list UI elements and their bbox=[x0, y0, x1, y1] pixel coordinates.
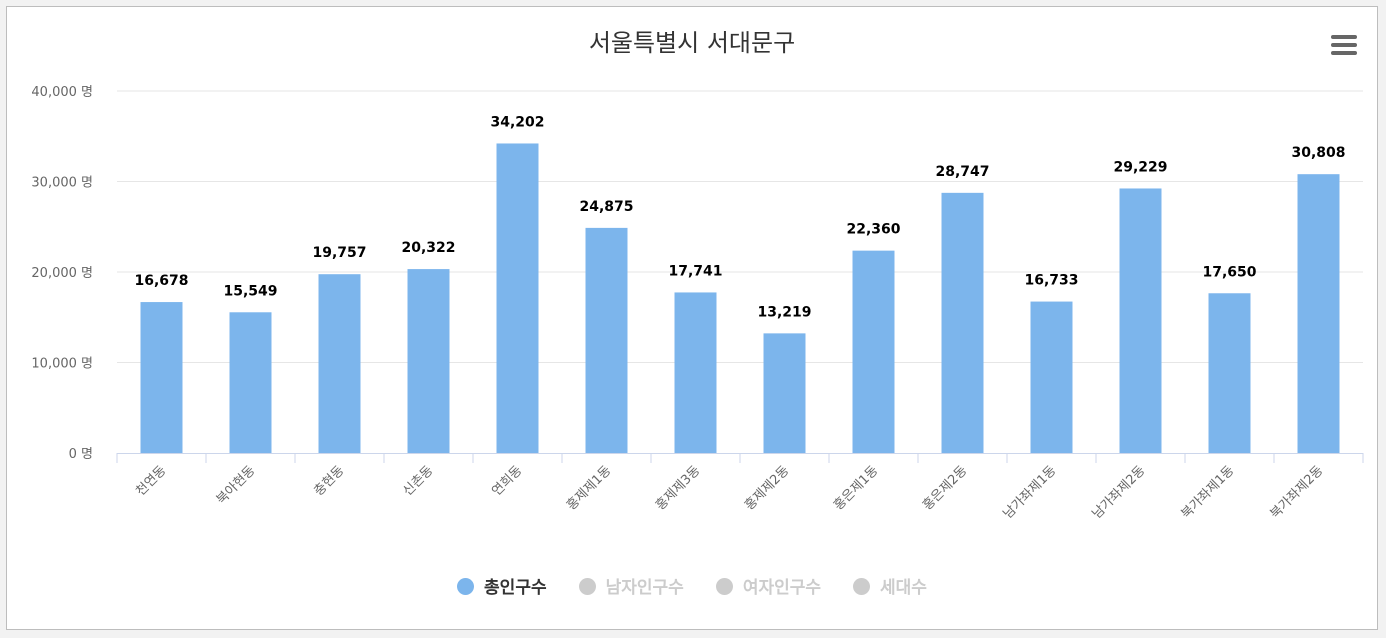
legend-marker-icon bbox=[715, 578, 733, 595]
bar[interactable] bbox=[140, 302, 183, 453]
data-label: 34,202 bbox=[490, 114, 544, 130]
chart-plot-area: 0 명 10,000 명 20,000 명 30,000 명 40,000 명 16,6… bbox=[31, 85, 1364, 522]
bar[interactable] bbox=[763, 333, 806, 453]
bars bbox=[140, 143, 1340, 454]
menu-line bbox=[1331, 35, 1357, 39]
bar[interactable] bbox=[1030, 301, 1073, 453]
bar[interactable] bbox=[1119, 188, 1162, 454]
bar[interactable] bbox=[407, 269, 450, 453]
data-label: 16,678 bbox=[134, 273, 188, 289]
data-label: 17,741 bbox=[668, 263, 722, 279]
data-label: 28,747 bbox=[935, 164, 989, 180]
legend-item[interactable]: 여자인구수 bbox=[715, 573, 822, 598]
y-tick-label: 20,000 명 bbox=[31, 266, 93, 281]
data-label: 30,808 bbox=[1291, 145, 1345, 161]
x-tick-label: 북가좌제2동 bbox=[1268, 463, 1327, 522]
data-label: 24,875 bbox=[579, 199, 633, 215]
grid-lines bbox=[117, 90, 1363, 363]
legend: 총인구수 남자인구수 여자인구수 세대수 bbox=[7, 573, 1377, 598]
legend-label: 총인구수 bbox=[484, 578, 547, 598]
y-tick-label: 40,000 명 bbox=[31, 85, 93, 100]
x-axis: 천연동 북아현동 충현동 신촌동 연희동 홍제제1동 홍제제3동 홍제제2동 홍은제1동 홍은제2… bbox=[116, 453, 1364, 522]
bar[interactable] bbox=[496, 143, 539, 453]
chart-container: 서울특별시 서대문구 0 명 10,000 명 20,000 명 30,000 명 40… bbox=[6, 6, 1378, 630]
bar[interactable] bbox=[941, 192, 984, 453]
y-axis-ticks: 0 명 10,000 명 20,000 명 30,000 명 40,000 명 bbox=[31, 85, 93, 462]
bar[interactable] bbox=[852, 250, 895, 453]
x-tick-label: 남가좌제2동 bbox=[1090, 463, 1149, 522]
data-label: 16,733 bbox=[1024, 273, 1078, 289]
data-labels: 16,678 15,549 19,757 20,322 34,202 24,875 17,7… bbox=[134, 114, 1345, 320]
x-tick-label: 남가좌제1동 bbox=[1001, 463, 1060, 522]
legend-marker-icon bbox=[578, 578, 596, 595]
legend-label: 세대수 bbox=[880, 578, 927, 598]
data-label: 15,549 bbox=[223, 283, 277, 299]
x-tick-label: 북가좌제1동 bbox=[1179, 463, 1238, 522]
data-label: 22,360 bbox=[846, 222, 900, 238]
x-tick-label: 신촌동 bbox=[400, 463, 436, 499]
x-tick-label: 충현동 bbox=[311, 463, 347, 499]
bar[interactable] bbox=[674, 292, 717, 453]
y-tick-label: 0 명 bbox=[69, 447, 93, 462]
data-label: 13,219 bbox=[757, 304, 811, 320]
x-tick-label: 북아현동 bbox=[214, 463, 258, 507]
legend-item[interactable]: 남자인구수 bbox=[578, 573, 684, 598]
x-tick-label: 연희동 bbox=[489, 463, 525, 499]
bar[interactable] bbox=[1297, 174, 1340, 453]
data-label: 20,322 bbox=[401, 240, 455, 256]
bar[interactable] bbox=[229, 312, 272, 453]
legend-item[interactable]: 세대수 bbox=[853, 573, 927, 598]
x-tick-label: 홍제제2동 bbox=[742, 463, 792, 513]
hamburger-menu-icon[interactable] bbox=[1331, 35, 1357, 57]
x-tick-label: 홍제제3동 bbox=[653, 463, 703, 513]
x-tick-label: 홍은제1동 bbox=[831, 463, 881, 513]
legend-label: 남자인구수 bbox=[605, 578, 684, 598]
data-label: 29,229 bbox=[1113, 159, 1167, 175]
bar[interactable] bbox=[585, 227, 628, 453]
y-tick-label: 30,000 명 bbox=[31, 176, 93, 191]
legend-item[interactable]: 총인구수 bbox=[457, 573, 547, 598]
data-label: 17,650 bbox=[1202, 264, 1256, 280]
chart-title: 서울특별시 서대문구 bbox=[588, 29, 796, 57]
data-label: 19,757 bbox=[312, 245, 366, 261]
legend-marker-icon bbox=[853, 578, 871, 595]
menu-line bbox=[1331, 51, 1357, 55]
legend-label: 여자인구수 bbox=[742, 578, 822, 598]
bar[interactable] bbox=[318, 274, 361, 453]
bar[interactable] bbox=[1208, 293, 1251, 453]
menu-line bbox=[1331, 43, 1357, 47]
x-tick-label: 천연동 bbox=[133, 463, 169, 499]
x-tick-label: 홍은제2동 bbox=[920, 463, 970, 513]
x-tick-label: 홍제제1동 bbox=[564, 463, 614, 513]
y-tick-label: 10,000 명 bbox=[31, 357, 93, 372]
legend-marker-icon bbox=[457, 578, 475, 595]
